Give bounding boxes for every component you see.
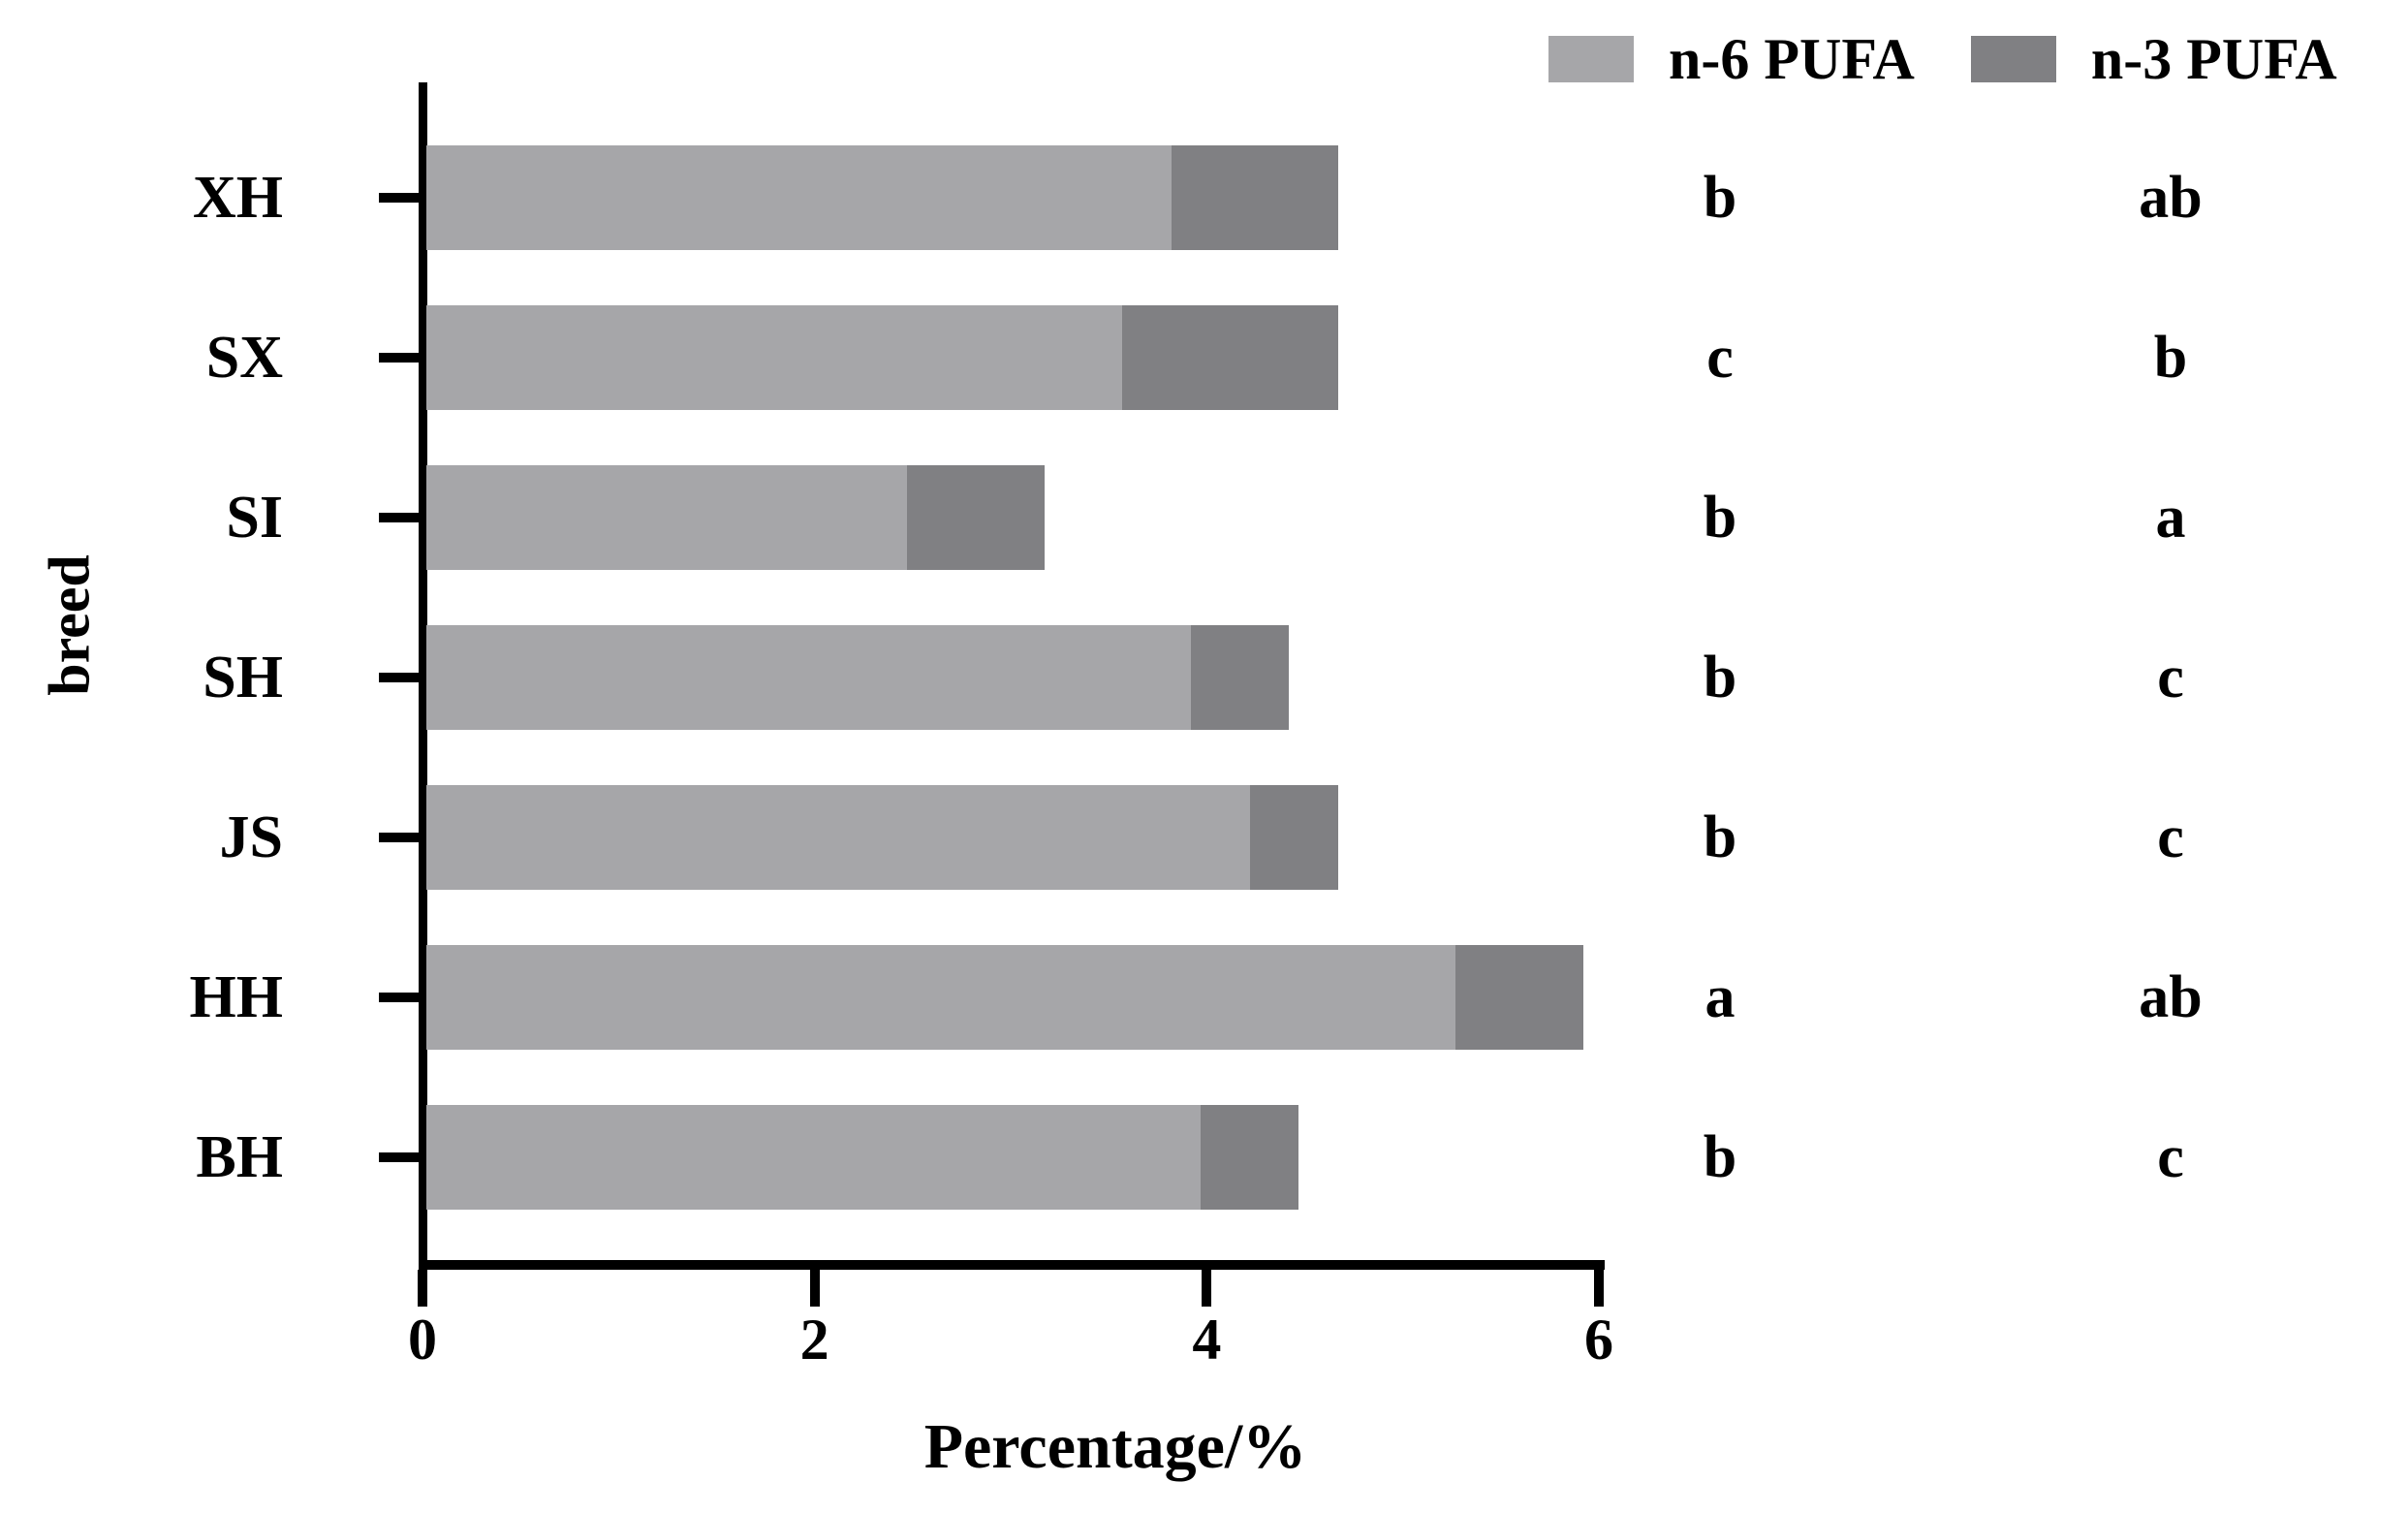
n6-pufa-color-swatch (1548, 36, 1634, 82)
bar-segment-n3-xh (1172, 145, 1338, 250)
y-axis-tick (379, 673, 422, 682)
bar-segment-n6-si (426, 465, 907, 570)
legend-label-n3-pufa: n-3 PUFA (2090, 27, 2337, 91)
legend: n-6 PUFA n-3 PUFA (1548, 27, 2337, 91)
y-axis-tick (379, 353, 422, 363)
y-axis-category-label-js: JS (219, 804, 283, 870)
y-axis-category-label-si: SI (226, 485, 283, 551)
x-axis-tick (1202, 1270, 1212, 1307)
significance-letter-n6-bh: b (1703, 1124, 1737, 1190)
y-axis-tick (379, 513, 422, 522)
bar-segment-n6-js (426, 785, 1250, 890)
y-axis-category-label-hh: HH (189, 964, 283, 1030)
bar-segment-n6-sh (426, 625, 1191, 730)
y-axis-tick (379, 993, 422, 1002)
significance-letter-n3-xh: ab (2139, 165, 2203, 231)
significance-letter-n6-hh: a (1704, 964, 1736, 1030)
bar-segment-n3-sx (1122, 305, 1338, 410)
significance-letter-n3-sx: b (2153, 325, 2188, 391)
bar-segment-n6-bh (426, 1105, 1201, 1210)
x-axis-tick-label: 4 (1192, 1308, 1222, 1372)
legend-item-n6-pufa: n-6 PUFA (1548, 27, 1915, 91)
y-axis-category-label-sx: SX (205, 325, 283, 391)
y-axis-tick (379, 1152, 422, 1162)
bar-segment-n6-sx (426, 305, 1122, 410)
bar-segment-n6-xh (426, 145, 1172, 250)
bar-segment-n3-si (907, 465, 1045, 570)
significance-letter-n3-si: a (2155, 485, 2186, 551)
legend-label-n6-pufa: n-6 PUFA (1669, 27, 1915, 91)
significance-letter-n3-js: c (2157, 804, 2184, 870)
significance-letter-n6-sx: c (1706, 325, 1734, 391)
y-axis-category-label-sh: SH (203, 645, 283, 710)
x-axis-line (419, 1260, 1605, 1270)
x-axis-tick (809, 1270, 820, 1307)
y-axis-line (419, 82, 427, 1270)
significance-letter-n6-xh: b (1703, 165, 1737, 231)
bar-segment-n3-sh (1191, 625, 1289, 730)
x-axis-tick (418, 1270, 427, 1307)
n3-pufa-color-swatch (1970, 36, 2056, 82)
significance-letter-n6-sh: b (1703, 645, 1737, 710)
significance-letter-n3-hh: ab (2139, 964, 2203, 1030)
bar-segment-n3-js (1250, 785, 1338, 890)
y-axis-tick (379, 833, 422, 842)
bar-segment-n3-hh (1455, 945, 1583, 1050)
x-axis-tick (1594, 1270, 1604, 1307)
significance-letter-n3-sh: c (2157, 645, 2184, 710)
legend-item-n3-pufa: n-3 PUFA (1970, 27, 2337, 91)
significance-letter-n6-si: b (1703, 485, 1737, 551)
significance-letter-n3-bh: c (2157, 1124, 2184, 1190)
bar-segment-n6-hh (426, 945, 1455, 1050)
y-axis-category-label-bh: BH (196, 1124, 283, 1190)
x-axis-tick-label: 6 (1584, 1308, 1613, 1372)
bar-segment-n3-bh (1201, 1105, 1298, 1210)
y-axis-tick (379, 193, 422, 203)
x-axis-title: Percentage/% (923, 1411, 1307, 1482)
y-axis-category-label-xh: XH (193, 165, 283, 231)
x-axis-tick-label: 0 (408, 1308, 437, 1372)
x-axis-tick-label: 2 (799, 1308, 829, 1372)
significance-letter-n6-js: b (1703, 804, 1737, 870)
